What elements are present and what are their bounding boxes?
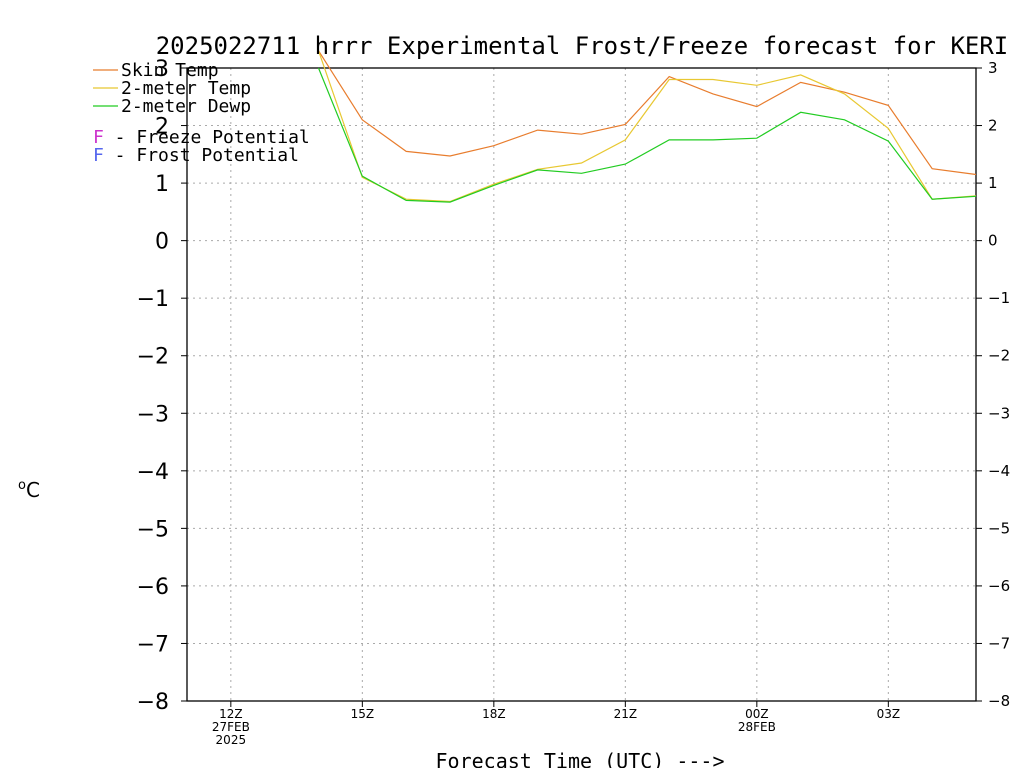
- y-axis-label-unit: C: [26, 478, 40, 502]
- x-tick-label: 15Z: [351, 707, 375, 721]
- x-tick-label: 28FEB: [738, 720, 776, 734]
- y-tick-label-right: 0: [988, 232, 998, 250]
- y-tick-label-left: 3: [155, 57, 169, 82]
- x-tick-label: 03Z: [877, 707, 901, 721]
- y-tick-label-right: −3: [988, 404, 1010, 422]
- potential-legend-letter: F: [93, 127, 104, 148]
- potential-legend-letter: F: [93, 145, 104, 166]
- x-tick-label: 00Z: [745, 707, 769, 721]
- y-tick-label-left: −2: [137, 345, 169, 370]
- x-axis-label: Forecast Time (UTC) --->: [436, 749, 725, 768]
- y-tick-label-left: −1: [137, 287, 169, 312]
- y-tick-label-left: −5: [137, 517, 169, 542]
- plot-frame: [186, 67, 977, 702]
- y-tick-label-right: −4: [988, 462, 1010, 480]
- y-tick-label-left: −3: [137, 402, 169, 427]
- x-tick-label: 2025: [216, 733, 247, 747]
- y-tick-label-left: 1: [155, 172, 169, 197]
- y-tick-label-left: −7: [137, 632, 169, 657]
- potential-legend-1: F - Frost Potential: [93, 145, 299, 166]
- x-tick-label: 21Z: [614, 707, 638, 721]
- series-line-2: [317, 67, 977, 203]
- legend-label-1: 2-meter Temp: [121, 78, 251, 99]
- x-tick-label: 12Z: [219, 707, 243, 721]
- series-lines: [317, 50, 977, 203]
- y-tick-label-left: 0: [155, 230, 169, 255]
- potential-legend-text: - Frost Potential: [104, 145, 299, 166]
- potential-legend-0: F - Freeze Potential: [93, 127, 310, 148]
- y-axis-label: oC: [18, 478, 40, 502]
- x-tick-label: 27FEB: [212, 720, 250, 734]
- y-tick-label-right: −8: [988, 692, 1010, 710]
- y-tick-label-right: 3: [988, 59, 998, 77]
- y-tick-label-right: −2: [988, 347, 1010, 365]
- chart-title: 2025022711 hrrr Experimental Frost/Freez…: [156, 32, 1009, 60]
- series-line-0: [317, 50, 977, 176]
- y-axis-ticks: 3 3 2 2 1 1 0 0 −1 −1 −2 −2 −3 −3 −4 −4 −5 −5 −6 −6 −7 −7 −8 −8: [137, 57, 1011, 715]
- y-tick-label-right: 1: [988, 174, 998, 192]
- y-tick-label-right: −6: [988, 577, 1010, 595]
- legend-label-0: Skin Temp: [121, 60, 219, 81]
- y-tick-label-left: −8: [137, 690, 169, 715]
- x-tick-label: 18Z: [482, 707, 506, 721]
- y-axis-label-degree: o: [18, 478, 26, 493]
- series-line-1: [317, 50, 977, 203]
- y-tick-label-right: 2: [988, 117, 998, 135]
- y-tick-label-left: 2: [155, 115, 169, 140]
- y-tick-label-right: −7: [988, 634, 1010, 652]
- y-tick-label-right: −5: [988, 519, 1010, 537]
- potential-legend-text: - Freeze Potential: [104, 127, 310, 148]
- y-tick-label-left: −6: [137, 575, 169, 600]
- y-tick-label-right: −1: [988, 289, 1010, 307]
- y-tick-label-left: −4: [137, 460, 169, 485]
- legend-label-2: 2-meter Dewp: [121, 96, 251, 117]
